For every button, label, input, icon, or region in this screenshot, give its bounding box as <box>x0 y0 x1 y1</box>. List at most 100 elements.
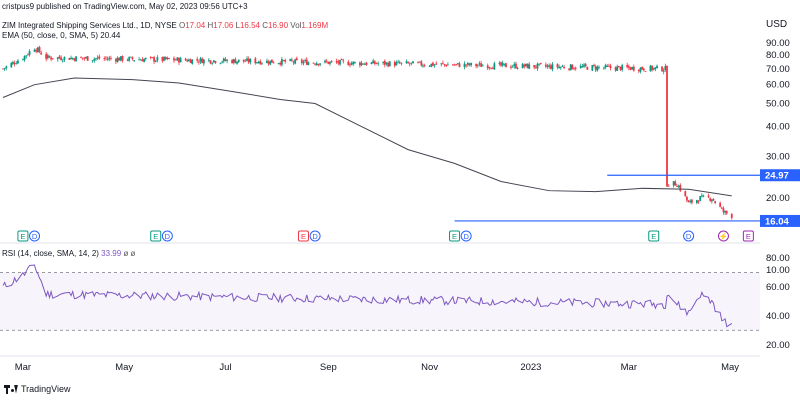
candle-body <box>105 57 107 59</box>
candle-body <box>538 63 541 65</box>
candle-body <box>456 62 459 64</box>
candle-body <box>261 62 263 64</box>
candle-body <box>544 64 547 67</box>
candle-body <box>408 63 411 65</box>
candle-body <box>22 59 24 61</box>
event-dividend-marker[interactable] <box>309 230 321 242</box>
candle-body <box>284 59 287 62</box>
candle-body <box>709 198 712 201</box>
event-earnings-past-marker[interactable] <box>449 230 461 242</box>
candle-body <box>300 59 303 63</box>
candle-body <box>91 60 94 62</box>
candle-body <box>188 59 190 62</box>
event-letter: E <box>301 232 306 241</box>
event-dividend-marker[interactable] <box>29 230 41 242</box>
symbol-legend[interactable]: ZIM Integrated Shipping Services Ltd., 1… <box>2 21 328 30</box>
candle-body <box>330 60 333 62</box>
candle-body <box>319 63 321 65</box>
event-markers: E D E D E D E D E D ⚡ E <box>17 230 754 242</box>
candle-body <box>644 71 647 72</box>
candle-body <box>536 63 539 69</box>
event-letter: D <box>165 232 171 241</box>
rsi-tick-label: 40.00 <box>766 311 790 322</box>
event-earnings-past-marker[interactable] <box>150 230 162 242</box>
candle-body <box>25 55 28 57</box>
candle-body <box>631 66 634 70</box>
candle-body <box>305 59 308 65</box>
event-earnings-miss-marker[interactable] <box>297 230 309 242</box>
candle-body <box>71 58 74 59</box>
candle-body <box>237 59 240 62</box>
candle-body <box>422 65 424 67</box>
candle-body <box>478 63 481 65</box>
event-letter: E <box>452 232 457 241</box>
candle-body <box>435 63 438 65</box>
event-dividend-marker[interactable] <box>161 230 173 242</box>
candle-body <box>327 61 330 64</box>
candle-body <box>571 64 574 70</box>
event-earnings-past-marker[interactable] <box>648 230 660 242</box>
candle-body <box>591 65 594 71</box>
candle-body <box>539 63 542 65</box>
candle-body <box>61 60 64 62</box>
candle-body <box>649 65 652 72</box>
candle-body <box>325 61 328 63</box>
candle-body <box>621 65 624 70</box>
candle-body <box>637 69 640 72</box>
event-split-marker[interactable] <box>717 230 729 242</box>
candle-body <box>372 60 375 64</box>
event-dividend-marker[interactable] <box>460 230 472 242</box>
candle-body <box>179 58 182 63</box>
open-label: O <box>178 21 186 30</box>
tradingview-footer[interactable]: TradingView <box>4 384 71 394</box>
candle-body <box>521 63 524 69</box>
candle-body <box>579 65 582 69</box>
candle-body <box>339 59 341 65</box>
candle-body <box>186 60 189 62</box>
candle-body <box>340 58 343 61</box>
currency-label: USD <box>766 19 788 30</box>
candle-body <box>363 63 366 65</box>
rsi-tick-label: 80.00 <box>766 253 790 264</box>
time-tick-label: Jul <box>219 362 231 373</box>
event-dividend-marker[interactable] <box>683 230 695 242</box>
candle-body <box>178 57 180 63</box>
candle-body <box>48 56 51 58</box>
candle-body <box>559 66 562 68</box>
event-earnings-past-marker[interactable] <box>17 230 29 242</box>
candle-body <box>45 53 48 59</box>
rsi-legend[interactable]: RSI (14, close, SMA, 14, 2) 33.99 ø ø <box>2 249 135 258</box>
candle-body <box>70 57 72 60</box>
time-tick-label: Mar <box>621 362 637 373</box>
candle-body <box>710 199 713 202</box>
candle-body <box>480 63 482 67</box>
candle-body <box>3 68 6 69</box>
candle-body <box>691 199 693 203</box>
candle-body <box>141 59 144 62</box>
candle-body <box>662 70 665 72</box>
candle-body <box>626 65 629 68</box>
candle-body <box>652 67 655 70</box>
candle-body <box>189 59 192 64</box>
candle-body <box>433 64 436 66</box>
ema-legend[interactable]: EMA (50, close, 0, SMA, 5) 20.44 <box>2 31 120 40</box>
low-value: 16.54 <box>239 21 261 30</box>
candle-body <box>154 60 157 62</box>
candle-body <box>161 56 164 61</box>
candle-body <box>558 66 561 69</box>
candle-body <box>96 57 99 59</box>
candle-body <box>365 62 368 65</box>
candle-body <box>38 46 41 53</box>
candle-body <box>516 68 519 69</box>
event-earnings-upcoming-marker[interactable] <box>742 230 754 242</box>
candle-body <box>362 63 365 65</box>
event-letter: D <box>32 232 38 241</box>
candle-body <box>453 64 456 66</box>
candle-body <box>153 57 155 62</box>
candle-body <box>36 47 39 52</box>
candle-body <box>58 56 61 59</box>
candle-body <box>317 63 320 65</box>
candle-body <box>350 63 353 66</box>
candle-body <box>98 56 101 59</box>
